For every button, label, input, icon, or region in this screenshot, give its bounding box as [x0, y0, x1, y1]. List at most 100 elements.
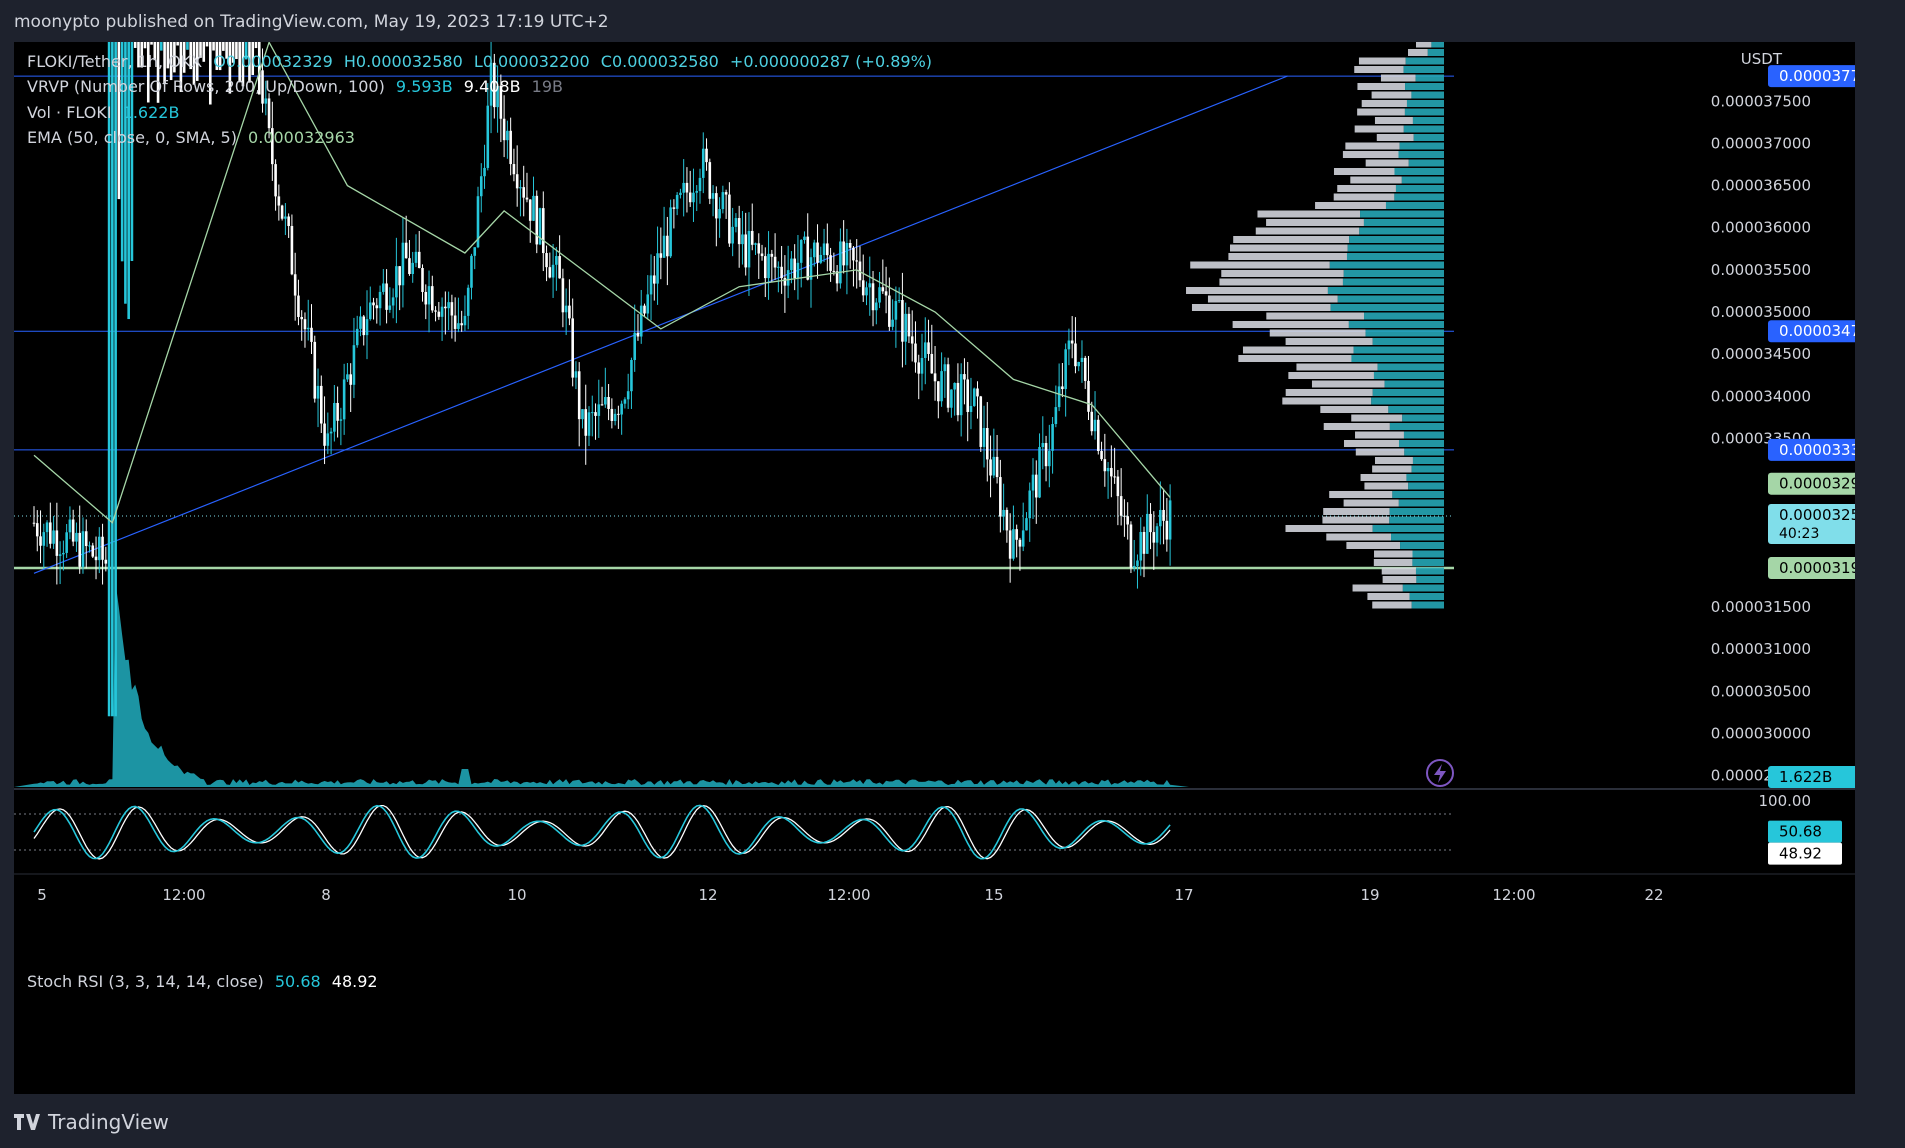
vrvp-up-bar	[1415, 74, 1444, 82]
candle-body	[1034, 474, 1038, 498]
candle-body	[408, 258, 411, 274]
candle-body	[440, 306, 444, 317]
candle-body	[555, 256, 558, 265]
candle-body	[1038, 447, 1041, 498]
candle-body	[734, 218, 738, 227]
candle-body	[375, 305, 379, 309]
candle-body	[659, 253, 663, 258]
candle-body	[636, 332, 640, 337]
candle-body	[391, 297, 395, 306]
candle-body	[959, 374, 963, 416]
candle-body	[649, 275, 653, 295]
candle-body	[799, 240, 803, 263]
trendline	[33, 75, 1288, 574]
vrvp-down-bar	[1360, 474, 1407, 481]
candle-body	[760, 253, 764, 257]
candle-body	[81, 531, 85, 567]
vrvp-down-bar	[1221, 270, 1344, 277]
vrvp-up-bar	[1394, 168, 1444, 175]
candle-body	[489, 62, 493, 106]
candle-body	[989, 459, 992, 476]
vrvp-down-bar	[1333, 193, 1395, 201]
legend-ema-label: EMA (50, close, 0, SMA, 5)	[27, 128, 237, 147]
candle-body	[594, 412, 597, 416]
stoch-k-line	[33, 804, 1171, 860]
volume-profile	[1186, 32, 1444, 609]
candle-body	[545, 253, 548, 268]
candle-body	[120, 42, 124, 262]
candle-body	[528, 199, 532, 221]
candle-body	[1129, 524, 1133, 568]
lightning-icon-ring	[1426, 759, 1454, 787]
candle-body	[450, 302, 454, 316]
candle-body	[271, 128, 274, 165]
top-bar: moonypto published on TradingView.com, M…	[0, 0, 1905, 42]
candle-body	[124, 42, 127, 304]
candle-body	[362, 316, 366, 336]
legend-high: H0.000032580	[343, 52, 463, 71]
candle-body	[1057, 386, 1061, 408]
vrvp-down-bar	[1190, 261, 1330, 269]
candle-body	[1136, 560, 1139, 566]
vrvp-down-bar	[1372, 601, 1412, 609]
candle-body	[541, 208, 545, 254]
vrvp-up-bar	[1412, 550, 1444, 558]
candle-body	[666, 235, 669, 257]
candle-body	[656, 253, 659, 284]
candle-body	[58, 554, 62, 556]
candle-body	[267, 98, 271, 129]
candle-body	[88, 545, 91, 547]
candle-body	[414, 251, 418, 263]
vrvp-down-bar	[1233, 236, 1350, 243]
candle-body	[819, 254, 823, 263]
candle-body	[623, 399, 627, 404]
ema-line	[33, 40, 1171, 524]
candle-body	[150, 42, 153, 45]
candle-body	[378, 291, 382, 309]
candle-body	[117, 42, 121, 200]
candle-body	[907, 313, 911, 337]
candle-body	[982, 428, 986, 447]
candle-body	[52, 530, 55, 544]
vrvp-down-bar	[1285, 338, 1373, 345]
chart-svg[interactable]: 0.000037500 0.000037000 0.000036500 0.00003…	[14, 0, 1888, 1094]
tradingview-logo[interactable]: TradingView	[14, 1110, 169, 1134]
legend-vol-value: 1.622B	[122, 103, 180, 122]
candle-body	[329, 431, 333, 434]
candle-body	[231, 42, 235, 63]
price-tick: 0.000036500	[1711, 177, 1811, 195]
candle-body	[672, 207, 676, 209]
candle-body	[1126, 516, 1129, 525]
candle-body	[914, 343, 917, 363]
candle-body	[561, 278, 565, 313]
vrvp-up-bar	[1360, 210, 1444, 218]
chart-frame[interactable]: 0.000037500 0.000037000 0.000036500 0.00003…	[14, 0, 1888, 1094]
candle-body	[747, 230, 751, 268]
vrvp-down-bar	[1311, 380, 1385, 388]
vrvp-up-bar	[1403, 431, 1444, 439]
vrvp-down-bar	[1371, 91, 1412, 99]
candle-body	[633, 332, 637, 360]
candle-body	[166, 42, 170, 69]
candle-body	[1152, 532, 1156, 543]
legend-vrvp-down: 9.408B	[463, 77, 521, 96]
candle-body	[901, 300, 904, 342]
candle-body	[411, 262, 415, 274]
candle-body	[946, 364, 950, 408]
price-tick: 0.000035000	[1711, 303, 1811, 321]
candle-body	[780, 266, 783, 279]
vrvp-up-bar	[1372, 338, 1444, 345]
candle-body	[195, 42, 199, 81]
vrvp-up-bar	[1384, 380, 1444, 388]
candle-body	[992, 456, 996, 476]
candle-body	[679, 192, 682, 195]
candle-body	[297, 295, 300, 317]
vrvp-down-bar	[1408, 49, 1428, 56]
candle-body	[39, 536, 42, 546]
stoch-k-badge-box	[1768, 820, 1842, 843]
candle-body	[1044, 443, 1048, 467]
vrvp-up-bar	[1398, 499, 1444, 507]
candle-body	[1123, 515, 1126, 517]
candle-body	[855, 260, 859, 262]
candle-body	[385, 283, 388, 310]
